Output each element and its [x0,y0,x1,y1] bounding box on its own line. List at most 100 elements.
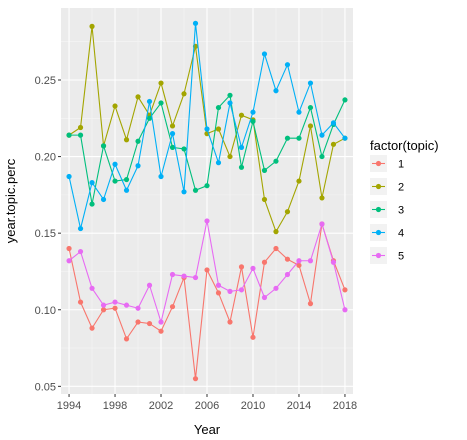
data-point [192,20,199,26]
data-point [330,259,337,265]
data-point [273,245,279,252]
data-point [66,173,72,180]
data-point [273,158,279,164]
legend-key-point [375,252,382,259]
data-point [123,302,130,308]
data-point [123,187,130,193]
data-point [100,307,107,313]
data-point [330,120,337,126]
series-5 [66,218,348,325]
data-point [284,209,291,215]
y-tick-label: 0.20 [35,152,56,164]
data-point [77,248,84,255]
x-tick-label: 1998 [103,400,127,412]
data-point [66,132,72,138]
data-point [284,135,291,141]
y-axis-title: year.topic.perc [3,158,18,243]
legend-item-4: 4 [370,224,404,241]
data-point [204,126,210,132]
legend-key-point [375,206,382,213]
data-point [181,189,187,195]
data-point [330,141,337,147]
data-point [135,138,141,144]
data-point [181,91,187,97]
legend-label: 2 [398,182,404,194]
data-point [284,256,291,262]
data-point [342,287,348,293]
data-point [181,273,187,279]
data-point [342,97,348,103]
data-point [319,153,325,160]
data-point [296,135,302,141]
axes: 1994 1998 2002 2006 2010 2014 2018 0.05 0.10 0.15… [35,75,358,412]
data-point [227,100,233,106]
data-point [296,178,302,184]
data-point [215,160,222,166]
data-point [112,305,118,311]
data-point [250,109,256,115]
data-point [66,258,72,264]
data-point [273,285,279,291]
legend-item-5: 5 [370,247,404,264]
data-point [273,88,279,94]
data-point [215,104,222,111]
data-point [89,285,95,291]
y-tick-label: 0.25 [35,75,56,87]
data-point [319,195,325,201]
legend-label: 1 [398,159,404,171]
data-point [112,103,118,109]
series-layer [66,20,348,382]
series-3 [66,92,348,207]
data-point [123,137,130,143]
x-tick-label: 2014 [287,400,311,412]
series-2 [66,23,348,235]
data-point [307,258,314,264]
data-point [307,301,314,307]
legend-title: factor(topic) [370,138,439,153]
data-point [135,94,141,100]
data-point [273,229,279,235]
x-tick-label: 2010 [241,400,265,412]
legend-key-point [375,183,382,190]
x-axis-title: Year [194,422,221,437]
legend-key-point [375,229,382,236]
legend-item-1: 1 [370,155,404,172]
x-tick-label: 1994 [57,400,81,412]
data-point [135,319,141,325]
data-point [261,167,268,173]
data-point [227,288,233,294]
data-point [261,196,268,203]
data-point [123,336,130,342]
data-point [112,178,118,184]
series-4 [66,20,348,232]
data-point [100,196,107,203]
data-point [204,218,210,224]
data-point [307,123,314,129]
legend-label: 3 [398,205,404,217]
data-point [215,126,222,132]
data-point [227,153,233,160]
data-point [319,221,325,227]
data-point [158,80,164,86]
data-point [181,146,187,152]
data-point [89,180,95,186]
data-point [238,264,245,270]
legend-item-3: 3 [370,201,404,218]
data-point [77,225,84,232]
data-point [238,164,245,170]
legend-item-2: 2 [370,178,404,195]
data-point [169,131,176,137]
data-point [89,201,95,207]
x-tick-label: 2002 [149,400,173,412]
data-point [238,287,245,293]
data-point [342,135,348,141]
y-tick-label: 0.15 [35,228,56,240]
data-point [112,299,118,305]
data-point [112,161,118,167]
data-point [319,132,325,138]
data-point [89,23,95,29]
data-point [169,271,176,278]
data-point [204,267,210,273]
data-point [77,299,84,305]
